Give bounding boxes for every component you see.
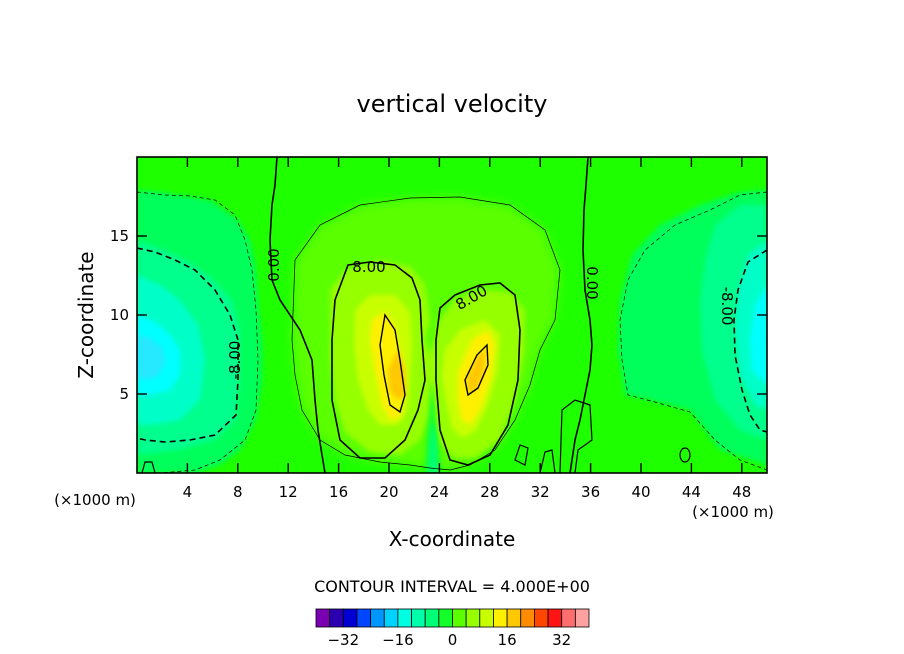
colorbar-swatch (397, 608, 412, 628)
colorbar-swatch (370, 608, 385, 628)
colorbar-swatch (424, 608, 440, 628)
x-tick-label: 24 (430, 483, 449, 501)
x-tick-label: 32 (531, 483, 550, 501)
contour-label: 8.00 (352, 258, 385, 276)
x-tick-label: 16 (329, 483, 348, 501)
colorbar-swatch (520, 608, 535, 628)
contour-surface-blobs (141, 399, 691, 473)
colorbar-swatch (574, 608, 590, 628)
contour-neg-right-thin (619, 191, 767, 471)
colorbar-swatch (438, 608, 453, 628)
fill-region (137, 335, 165, 380)
colorbar-swatch (342, 608, 358, 628)
y-tick-label: 15 (110, 227, 129, 245)
y-axis-label: Z-coordinate (74, 251, 98, 378)
updraft-region (292, 197, 560, 473)
x-tick-label: 36 (581, 483, 600, 501)
contour-8-right (435, 282, 521, 466)
colorbar-swatch (383, 608, 399, 628)
colorbar-tick-label: −16 (382, 631, 414, 649)
colorbar: −32 −16 0 16 32 (315, 608, 590, 649)
contour-interval-text: CONTOUR INTERVAL = 4.000E+00 (314, 577, 590, 596)
y-tick-label: 5 (119, 385, 129, 403)
colorbar-swatch (534, 608, 549, 628)
x-unit-right: (×1000 m) (692, 503, 774, 521)
colorbar-swatch (315, 608, 331, 628)
x-tick-label: 44 (682, 483, 701, 501)
x-unit-left: (×1000 m) (54, 491, 136, 509)
x-axis-label: X-coordinate (389, 527, 516, 551)
colorbar-swatch (493, 608, 508, 628)
contour-neg-right-dashed (733, 249, 767, 433)
y-tick-label: 10 (110, 306, 129, 324)
contour-label: -8.00 (718, 287, 736, 326)
contour-lines (137, 157, 767, 473)
colorbar-swatch (506, 608, 522, 628)
contour-24-left (379, 313, 406, 414)
x-tick-label: 48 (732, 483, 751, 501)
zero-contour-left (269, 157, 326, 473)
contour-label: -8.00 (226, 341, 244, 380)
contour-label: 0.00 (265, 248, 283, 281)
colorbar-swatch (411, 608, 426, 628)
contour-8-left (331, 261, 426, 459)
x-tick-label: 8 (233, 483, 243, 501)
colorbar-tick-label: 0 (448, 631, 458, 649)
chart-title: vertical velocity (357, 90, 548, 118)
y-axis: 5 10 15 (110, 227, 767, 403)
colorbar-swatch (561, 608, 576, 628)
contour-24-right (464, 343, 489, 397)
colorbar-tick-label: 32 (552, 631, 571, 649)
x-tick-label: 4 (183, 483, 193, 501)
colorbar-tick-label: 16 (498, 631, 517, 649)
x-tick-label: 12 (279, 483, 298, 501)
contour-neg-left-thin (137, 191, 259, 473)
colorbar-tick-label: −32 (327, 631, 359, 649)
fill-region (750, 285, 767, 385)
colorbar-swatch (465, 608, 481, 628)
zero-contour-right (569, 157, 593, 473)
colorbar-swatch (329, 608, 344, 628)
colorbar-swatch (356, 608, 372, 628)
colorbar-swatch (452, 608, 467, 628)
fill-region (428, 420, 438, 473)
contour-neg-left-dashed (137, 247, 239, 443)
plot-area: 0.00 8.00 8.00 0.00 -8.00 -8.00 (137, 157, 767, 473)
contour-label: 0.00 (583, 266, 601, 299)
x-tick-label: 20 (379, 483, 398, 501)
contour-pos-thin (291, 196, 561, 471)
colorbar-swatch (547, 608, 563, 628)
downdraft-region-left (137, 190, 262, 473)
colorbar-swatch (479, 608, 494, 628)
x-axis: 4 8 12 16 20 24 28 32 36 40 44 48 (183, 157, 751, 501)
x-tick-label: 28 (480, 483, 499, 501)
fill-region (388, 350, 406, 400)
x-tick-label: 40 (631, 483, 650, 501)
fill-region (467, 350, 486, 392)
